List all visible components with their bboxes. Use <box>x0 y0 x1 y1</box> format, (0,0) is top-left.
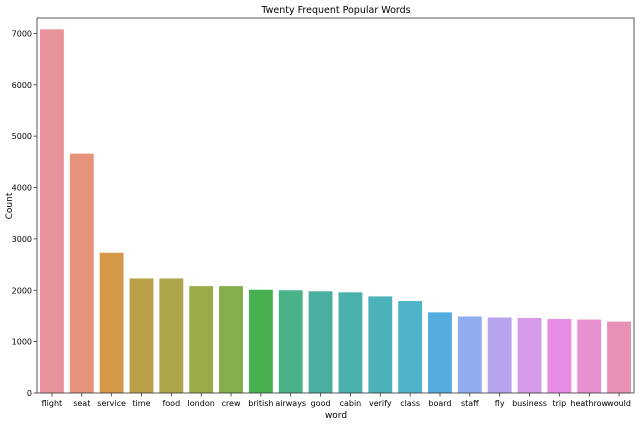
x-tick-label: seat <box>73 399 90 408</box>
y-axis-ticks: 0 1000 2000 3000 4000 5000 6000 7000 <box>12 29 37 398</box>
plot-frame <box>36 17 635 394</box>
bar-class <box>398 301 423 393</box>
bar-would <box>607 321 632 393</box>
bar-cabin <box>338 292 363 393</box>
x-tick-label: trip <box>553 399 567 408</box>
y-tick-label: 2000 <box>12 286 32 295</box>
bar-trip <box>547 319 572 393</box>
x-tick-label: time <box>132 399 150 408</box>
x-tick-label: verify <box>369 399 392 408</box>
x-tick-label: good <box>311 399 331 408</box>
x-tick-label: airways <box>275 399 306 408</box>
bar-seat <box>69 153 94 393</box>
bar-service <box>99 252 124 393</box>
bar-crew <box>219 286 243 393</box>
x-tick-label: class <box>400 399 420 408</box>
x-tick-label: london <box>188 399 215 408</box>
x-tick-label: business <box>512 399 547 408</box>
x-tick-label: fly <box>495 399 505 408</box>
x-tick-label: british <box>248 399 273 408</box>
bar-london <box>189 286 214 393</box>
bar-business <box>517 318 542 393</box>
bar-food <box>159 278 184 393</box>
bar-good <box>308 291 333 393</box>
bar-airways <box>278 290 303 393</box>
x-tick-label: crew <box>222 399 241 408</box>
bar-board <box>428 312 452 393</box>
x-axis-title: word <box>325 411 347 421</box>
bars-group <box>39 29 632 394</box>
y-tick-label: 7000 <box>12 29 32 38</box>
bar-fly <box>487 317 512 393</box>
chart-title: Twenty Frequent Popular Words <box>260 5 410 16</box>
bar-british <box>248 289 273 393</box>
x-tick-label: cabin <box>340 399 362 408</box>
x-axis-ticks: flight seat service time food london crew briti… <box>42 393 631 408</box>
x-tick-label: flight <box>42 399 63 408</box>
x-tick-label: service <box>97 399 126 408</box>
y-tick-label: 6000 <box>12 81 32 90</box>
x-tick-label: staff <box>461 399 479 408</box>
bar-flight <box>39 29 64 394</box>
x-tick-label: board <box>428 399 451 408</box>
bar-verify <box>368 296 393 393</box>
bar-staff <box>457 316 482 393</box>
y-axis-title: Count <box>5 192 15 219</box>
y-tick-label: 5000 <box>12 132 32 141</box>
y-tick-label: 0 <box>27 389 32 398</box>
bar-time <box>129 278 154 393</box>
y-tick-label: 4000 <box>12 184 32 193</box>
x-tick-label: food <box>162 399 180 408</box>
y-tick-label: 1000 <box>12 338 32 347</box>
bar-heathrow <box>577 319 602 393</box>
x-tick-label: heathrow <box>570 399 608 408</box>
y-tick-label: 3000 <box>12 235 32 244</box>
x-tick-label: would <box>607 399 631 408</box>
